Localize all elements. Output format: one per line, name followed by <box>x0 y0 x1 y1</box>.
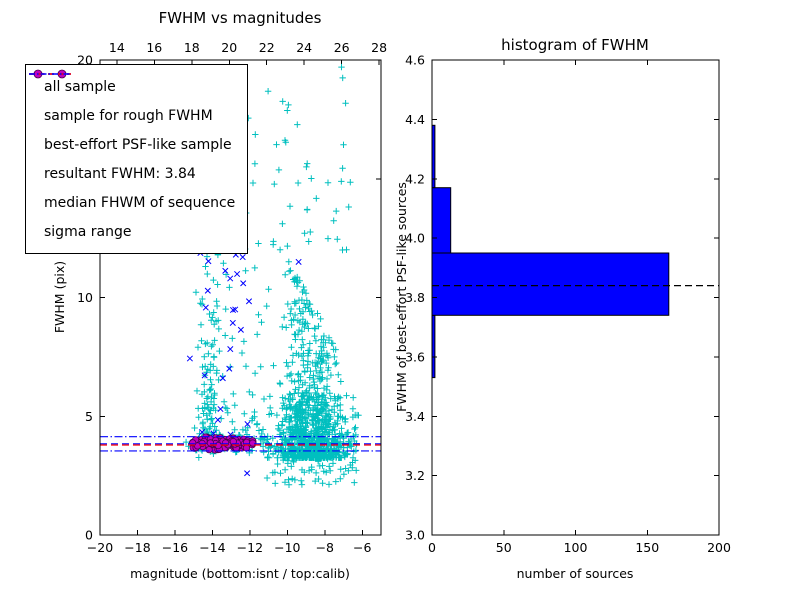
legend-label: sigma range <box>44 223 132 240</box>
hist-bar <box>431 187 452 254</box>
legend-entry: best-effort PSF-like sample <box>33 69 235 159</box>
top-tick-label: 18 <box>184 40 200 55</box>
series-plus-markers <box>182 63 362 488</box>
legend-label: all sample <box>44 78 116 95</box>
scatter-title: FWHM vs magnitudes <box>159 9 322 27</box>
legend-entry: sample for rough FWHM <box>34 70 235 130</box>
histogram-ylabel: FWHM of best-effort PSF-like sources <box>394 182 409 412</box>
y-tick-label: 0 <box>85 528 93 543</box>
scatter-ylabel: FWHM (pix) <box>52 261 67 333</box>
top-tick-label: 26 <box>334 40 350 55</box>
scatter-frame <box>99 59 382 536</box>
y-tick-label: 3.2 <box>405 468 425 483</box>
legend-label: sample for rough FWHM <box>44 107 213 124</box>
top-tick-label: 20 <box>221 40 237 55</box>
y-tick-label: 4.6 <box>405 53 425 68</box>
y-tick-label: 10 <box>77 290 93 305</box>
histogram-axes: 0 50 100 150 200 3.0 3.2 3.4 3.6 3.8 4.0 4.2 4.4 4.6 <box>405 53 731 556</box>
y-tick-label: 20 <box>77 53 93 68</box>
histogram-frame <box>431 59 720 536</box>
x-tick-label: −12 <box>237 540 263 555</box>
legend-label: resultant FWHM: 3.84 <box>44 165 196 182</box>
x-tick-label: 150 <box>635 540 659 555</box>
x-tick-label: 50 <box>496 540 512 555</box>
top-tick-label: 16 <box>146 40 162 55</box>
y-tick-label: 4.0 <box>405 231 425 246</box>
legend: all sample sample for rough FWHM best-effo… <box>25 64 249 254</box>
x-tick-label: 0 <box>428 540 436 555</box>
histogram-xlabel: number of sources <box>517 566 634 581</box>
x-tick-label: −10 <box>274 540 300 555</box>
scatter-plot-axes: −20 −18 −16 −14 −12 −10 −8 −6 14 16 18 20 22 24 26 28 0 5… <box>77 40 387 555</box>
x-tick-label: −18 <box>124 540 150 555</box>
y-tick-label: 3.8 <box>405 290 425 305</box>
legend-entry: sigma range <box>29 73 235 246</box>
x-tick-label: −14 <box>199 540 225 555</box>
legend-label: best-effort PSF-like sample <box>44 136 232 153</box>
legend-marker-dashdot-icon <box>29 73 71 75</box>
x-tick-label: −20 <box>87 540 113 555</box>
y-tick-label: 4.4 <box>405 112 425 127</box>
x-tick-label: −16 <box>162 540 188 555</box>
histogram-title: histogram of FWHM <box>501 36 649 54</box>
top-tick-label: 14 <box>109 40 125 55</box>
hist-bar <box>431 252 670 316</box>
y-tick-label: 3.6 <box>405 349 425 364</box>
y-tick-label: 5 <box>85 409 93 424</box>
legend-entry: resultant FWHM: 3.84 <box>29 73 235 188</box>
top-tick-label: 24 <box>296 40 312 55</box>
x-tick-label: 100 <box>564 540 588 555</box>
scatter-xlabel: magnitude (bottom:isnt / top:calib) <box>130 566 350 581</box>
x-tick-label: 200 <box>707 540 731 555</box>
y-tick-label: 3.4 <box>405 409 425 424</box>
y-tick-label: 3.0 <box>405 528 425 543</box>
x-tick-label: −8 <box>316 540 334 555</box>
legend-label: median FHWM of sequence <box>44 194 236 211</box>
top-tick-label: 28 <box>371 40 387 55</box>
legend-entry: median FHWM of sequence <box>29 73 236 217</box>
y-tick-label: 4.2 <box>405 171 425 186</box>
top-tick-label: 22 <box>259 40 275 55</box>
x-tick-label: −6 <box>353 540 371 555</box>
